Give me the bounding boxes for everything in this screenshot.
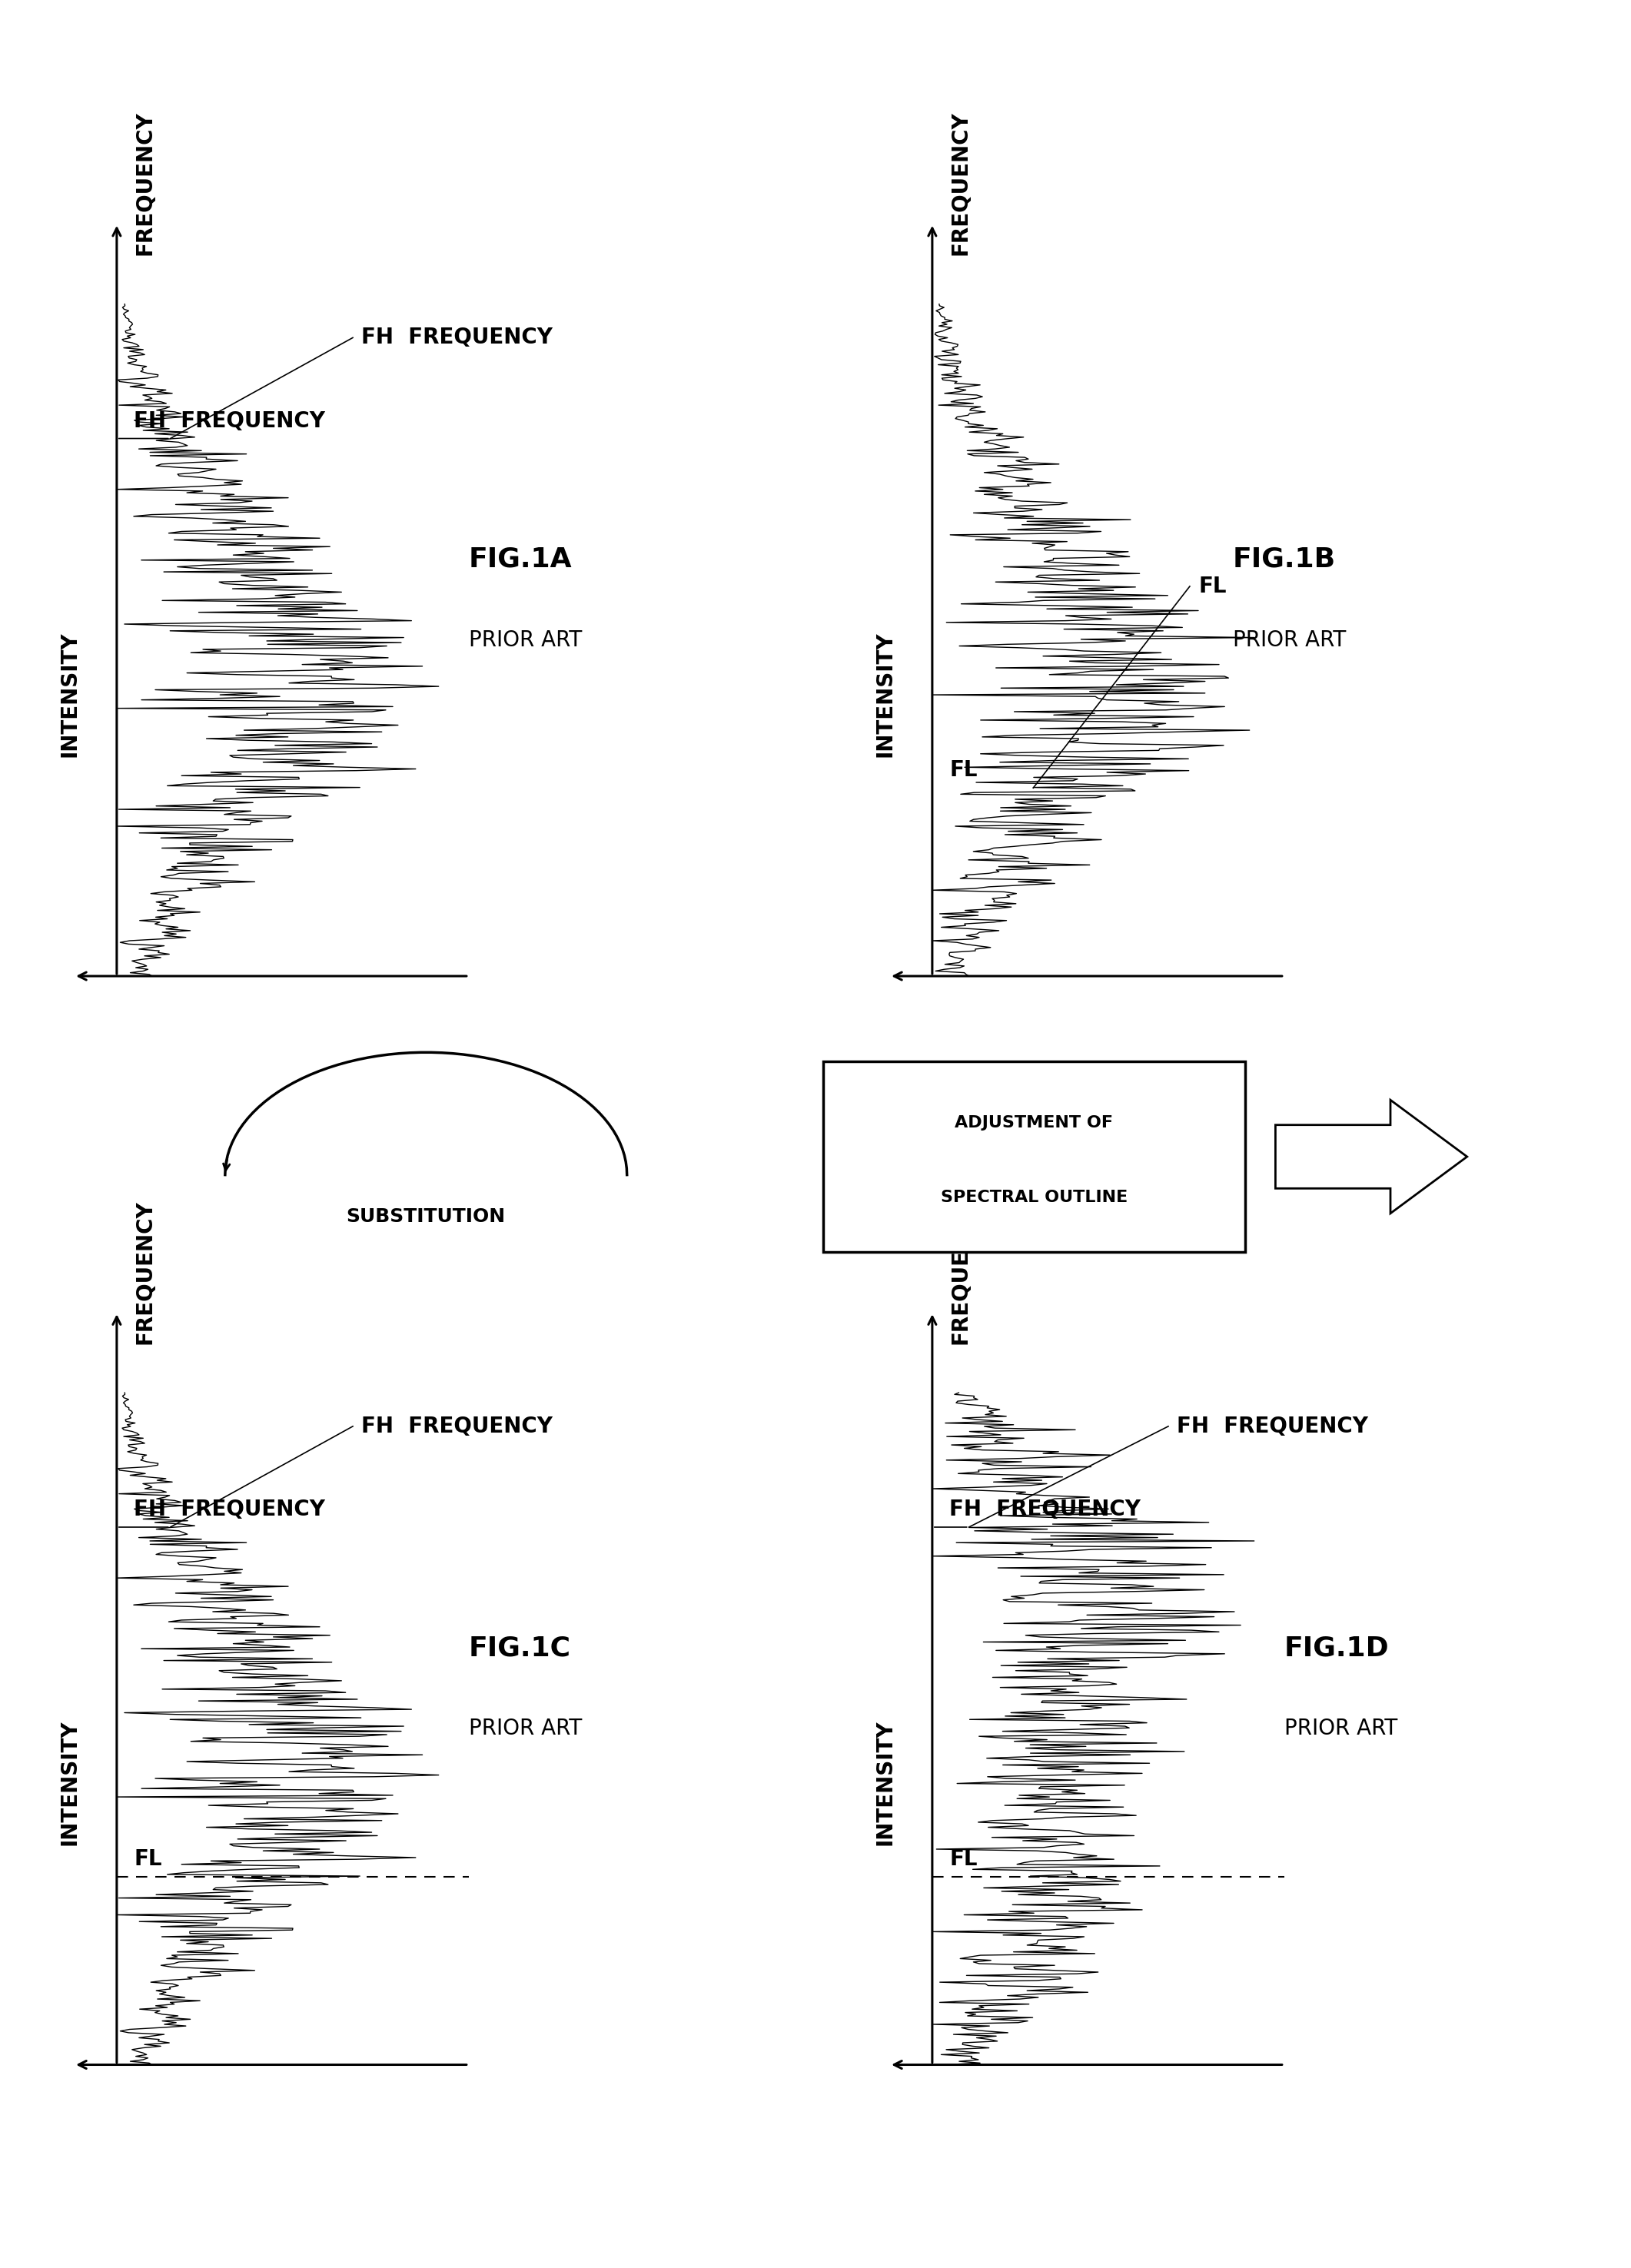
Text: SUBSTITUTION: SUBSTITUTION: [346, 1207, 506, 1225]
Text: SPECTRAL OUTLINE: SPECTRAL OUTLINE: [941, 1191, 1127, 1204]
Text: PRIOR ART: PRIOR ART: [1233, 628, 1346, 651]
Text: FIG.1A: FIG.1A: [468, 547, 572, 572]
Text: FL: FL: [949, 1848, 977, 1869]
Text: FH  FREQUENCY: FH FREQUENCY: [362, 1415, 553, 1438]
Text: FREQUENCY: FREQUENCY: [949, 1200, 970, 1345]
Text: FL: FL: [134, 1848, 161, 1869]
Text: FH  FREQUENCY: FH FREQUENCY: [362, 327, 553, 349]
Text: PRIOR ART: PRIOR ART: [468, 1717, 582, 1740]
Text: ADJUSTMENT OF: ADJUSTMENT OF: [954, 1116, 1112, 1129]
Text: FL: FL: [949, 760, 977, 780]
Text: FIG.1B: FIG.1B: [1233, 547, 1336, 572]
Text: FIG.1D: FIG.1D: [1284, 1635, 1390, 1660]
Text: INTENSITY: INTENSITY: [59, 1719, 80, 1846]
Text: FREQUENCY: FREQUENCY: [949, 111, 970, 256]
Text: FL: FL: [1199, 576, 1227, 596]
Text: FREQUENCY: FREQUENCY: [134, 111, 155, 256]
FancyBboxPatch shape: [824, 1061, 1244, 1252]
Text: INTENSITY: INTENSITY: [59, 631, 80, 758]
Text: INTENSITY: INTENSITY: [874, 631, 895, 758]
Text: FREQUENCY: FREQUENCY: [134, 1200, 155, 1345]
Text: FH  FREQUENCY: FH FREQUENCY: [134, 411, 325, 431]
Text: FH  FREQUENCY: FH FREQUENCY: [1178, 1415, 1368, 1438]
FancyArrow shape: [1275, 1100, 1468, 1213]
Text: FH  FREQUENCY: FH FREQUENCY: [134, 1499, 325, 1520]
Text: FIG.1C: FIG.1C: [468, 1635, 571, 1660]
Text: FH  FREQUENCY: FH FREQUENCY: [949, 1499, 1140, 1520]
Text: PRIOR ART: PRIOR ART: [1284, 1717, 1398, 1740]
Text: INTENSITY: INTENSITY: [874, 1719, 895, 1846]
Text: PRIOR ART: PRIOR ART: [468, 628, 582, 651]
